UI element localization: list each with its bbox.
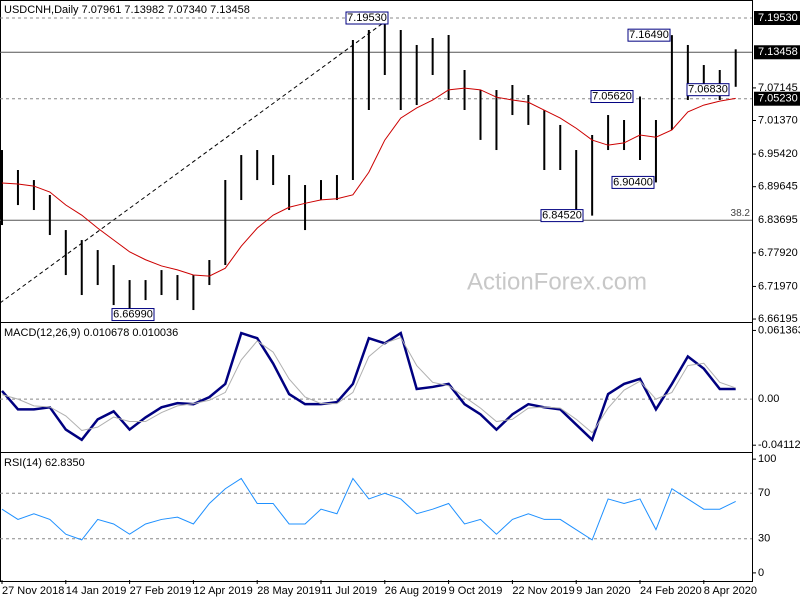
y-tick-label: 6.71970: [758, 280, 798, 292]
pane-title: MACD(12,26,9) 0.010678 0.010036: [4, 327, 178, 339]
y-tick-label: 6.66195: [758, 313, 798, 325]
y-tick-label: 7.07145: [758, 82, 798, 94]
x-tick-label: 24 Feb 2020: [640, 585, 702, 597]
indicator-line: [1, 331, 736, 443]
level-label: 0.00: [758, 393, 779, 405]
level-label: 7.19530: [758, 12, 798, 24]
annotation-box: [111, 308, 155, 322]
annotation-label: 6.66990: [113, 308, 153, 320]
y-tick-label: 6.89645: [758, 181, 798, 193]
y-tick-label: 100: [758, 453, 776, 465]
x-tick-label: 27 Feb 2019: [130, 585, 192, 597]
x-tick-label: 9 Oct 2019: [449, 585, 503, 597]
level-label: 7.05230: [758, 93, 798, 105]
annotation-box: [540, 209, 584, 223]
annotation-box: [590, 90, 634, 104]
pane-title: USDCNH,Daily 7.07961 7.13982 7.07340 7.1…: [4, 4, 250, 16]
indicator-line: [1, 477, 736, 541]
x-tick-label: 28 May 2019: [257, 585, 321, 597]
annotation-label: 7.06830: [688, 84, 728, 96]
x-tick-label: 14 Jan 2019: [66, 585, 127, 597]
level-box: [754, 45, 800, 60]
x-tick-label: 12 Apr 2019: [193, 585, 252, 597]
level-label: 6.83695: [758, 214, 798, 226]
annotation-box: [345, 11, 389, 25]
annotation-label: 6.84520: [542, 210, 582, 222]
level-label: 30: [758, 533, 770, 545]
y-tick-label: 0: [758, 567, 764, 579]
x-tick-label: 26 Aug 2019: [385, 585, 447, 597]
pane-title: RSI(14) 62.8350: [4, 457, 85, 469]
x-tick-label: 11 Jul 2019: [321, 585, 377, 597]
level-note: 38.2: [731, 208, 751, 219]
level-box: [754, 91, 800, 106]
x-tick-label: 9 Jan 2020: [576, 585, 630, 597]
level-label: 7.13458: [758, 46, 798, 58]
annotation-box: [611, 175, 655, 189]
y-tick-label: -0.041124: [758, 439, 800, 451]
y-tick-label: 6.95420: [758, 148, 798, 160]
x-tick-label: 27 Nov 2018: [2, 585, 64, 597]
annotation-label: 7.16490: [629, 29, 669, 41]
annotation-label: 7.05620: [592, 90, 632, 102]
indicator-line: [1, 336, 736, 434]
y-tick-label: 0.061363: [758, 324, 800, 336]
annotation-box: [627, 28, 671, 42]
level-box: [754, 11, 800, 26]
y-tick-label: 7.01370: [758, 114, 798, 126]
y-tick-label: 6.77920: [758, 247, 798, 259]
moving-average: [1, 87, 736, 277]
level-label: 70: [758, 487, 770, 499]
x-tick-label: 8 Apr 2020: [704, 585, 757, 597]
watermark: ActionForex.com: [467, 268, 647, 295]
annotation-label: 7.19530: [347, 12, 387, 24]
annotation-box: [686, 83, 730, 97]
annotation-label: 6.90400: [613, 176, 653, 188]
x-tick-label: 22 Nov 2019: [512, 585, 574, 597]
